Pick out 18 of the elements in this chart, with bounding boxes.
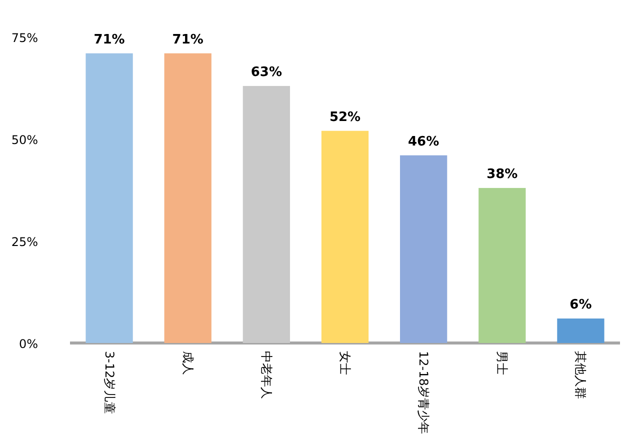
x-tick-label: 其他人群 [574, 351, 588, 399]
y-tick-label: 0% [18, 337, 38, 351]
data-label: 52% [329, 110, 361, 125]
y-tick-label: 75% [11, 31, 38, 45]
data-label: 46% [408, 134, 440, 150]
data-label: 38% [486, 166, 518, 182]
x-tick-label: 12-18岁青少年 [416, 351, 431, 434]
data-label: 6% [570, 298, 592, 313]
y-tick-label: 50% [11, 133, 38, 147]
data-label: 71% [94, 32, 125, 48]
data-label: 63% [250, 64, 282, 80]
y-tick-label: 25% [11, 235, 38, 249]
x-tick-label: 3-12岁儿童 [102, 351, 116, 414]
data-label: 71% [172, 32, 204, 48]
x-tick-label: 中老年人 [259, 351, 274, 399]
x-tick-label: 成人 [180, 351, 195, 375]
x-tick-label: 女士 [338, 351, 352, 375]
x-tick-label: 男士 [495, 351, 510, 375]
